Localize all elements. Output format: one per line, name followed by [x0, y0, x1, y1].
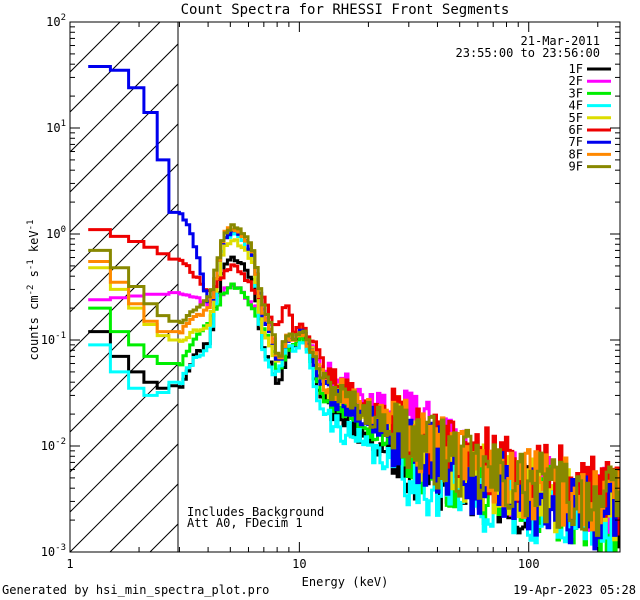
legend-label: 4F	[569, 99, 583, 113]
attenuator-note: Att A0, FDecim 1	[187, 516, 303, 530]
hatch-line	[70, 83, 178, 193]
legend-label: 1F	[569, 62, 583, 76]
y-axis-label: counts cm-2 s-1 keV-1	[26, 220, 41, 361]
hatch-line	[70, 203, 178, 313]
legend-label: 5F	[569, 111, 583, 125]
legend-label: 7F	[569, 135, 583, 149]
legend-label: 6F	[569, 123, 583, 137]
date-label: 21-Mar-2011	[521, 34, 600, 48]
y-tick-label: 100	[46, 225, 66, 241]
x-tick-label: 10	[292, 557, 306, 571]
y-tick-label: 10-2	[41, 437, 66, 453]
hatch-line	[70, 22, 161, 113]
y-tick-label: 10-3	[41, 543, 66, 559]
legend-label: 8F	[569, 147, 583, 161]
series-line-8F	[88, 226, 620, 532]
series-line-4F	[88, 232, 620, 552]
legend-label: 9F	[569, 160, 583, 174]
y-axis: 10-3 10-2 10-1 100 101 102	[41, 13, 620, 559]
x-axis-label: Energy (keV)	[302, 575, 389, 589]
y-tick-label: 10-1	[41, 331, 66, 347]
hatch-line	[70, 43, 178, 153]
y-tick-label: 101	[46, 119, 66, 135]
x-tick-label: 100	[518, 557, 540, 571]
hatch-line	[70, 243, 178, 353]
background-note: Includes Background	[187, 505, 324, 519]
hatch-line	[70, 443, 178, 552]
chart-title: Count Spectra for RHESSI Front Segments	[181, 2, 510, 18]
spectra-series	[88, 65, 620, 552]
hatch-line	[70, 22, 121, 73]
hatch-line	[630, 22, 640, 552]
y-tick-label: 102	[46, 13, 66, 29]
footer-generator: Generated by hsi_min_spectra_plot.pro	[2, 583, 269, 597]
plot-frame	[69, 21, 621, 553]
x-axis: 1 10 100	[66, 22, 599, 571]
hatch-line	[70, 363, 178, 473]
footer-timestamp: 19-Apr-2023 05:28	[513, 583, 636, 597]
hatch-line	[70, 283, 178, 393]
x-tick-label: 1	[66, 557, 73, 571]
legend-label: 3F	[569, 86, 583, 100]
series-line-9F	[88, 223, 620, 537]
hatch-line	[70, 403, 178, 513]
legend-label: 2F	[569, 74, 583, 88]
time-range-label: 23:55:00 to 23:56:00	[456, 46, 601, 60]
